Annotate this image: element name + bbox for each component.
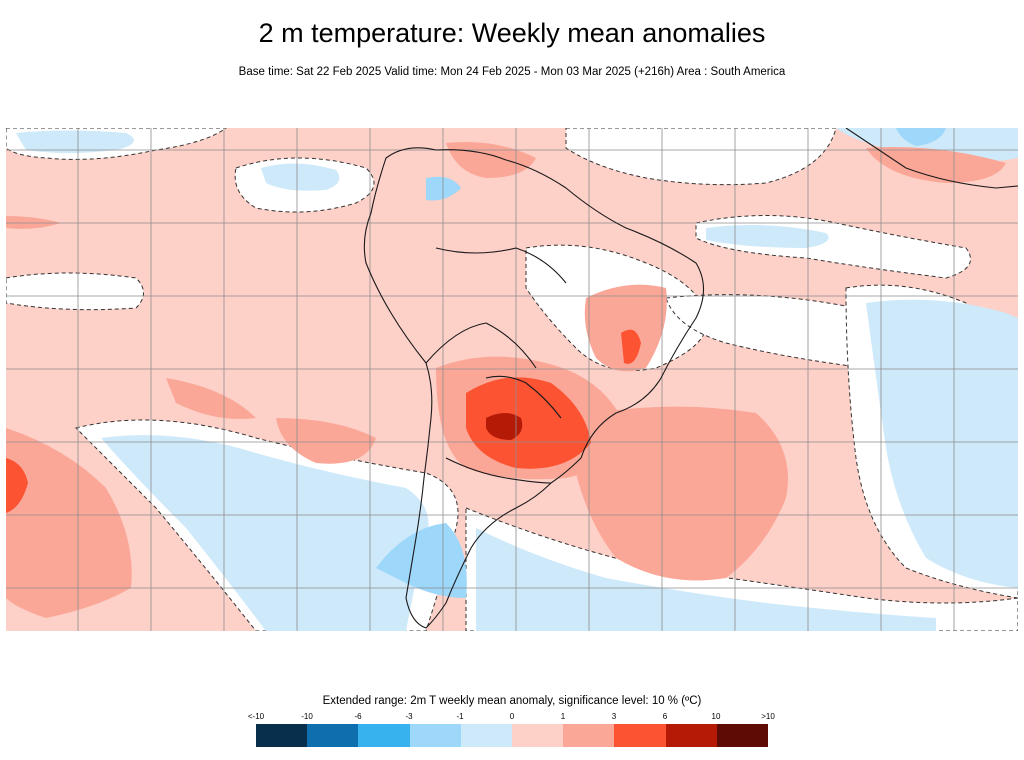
cold-zone-atlantic	[706, 224, 829, 248]
legend-label: 6	[662, 712, 668, 721]
legend-swatch	[512, 724, 564, 747]
cold-zone-ne	[836, 128, 1018, 162]
legend-swatch	[358, 724, 410, 747]
anomaly-map-svg	[6, 128, 1018, 631]
moderate-cold-zones	[376, 128, 946, 598]
legend-label: 10	[711, 712, 721, 721]
cold-spot-ne	[896, 128, 946, 146]
cold-zone-patagonia-pacific	[101, 435, 429, 631]
legend-swatch	[614, 724, 666, 747]
legend-swatch	[563, 724, 615, 747]
warm-zone-pacific-west	[6, 428, 132, 618]
legend-color-bar	[256, 724, 769, 747]
legend-label: 0	[509, 712, 515, 721]
map-title: 2 m temperature: Weekly mean anomalies	[258, 18, 766, 48]
legend-label: -3	[405, 712, 413, 721]
cold-spot-patagonia	[376, 523, 467, 598]
legend-swatch	[460, 724, 513, 747]
legend-title: Extended range: 2m T weekly mean anomaly…	[322, 695, 702, 707]
strong-warm-zones	[6, 329, 641, 513]
weak-cold-zones	[16, 128, 1018, 631]
legend-swatch	[665, 724, 717, 747]
very-strong-warm-spot	[486, 413, 523, 440]
warm-zone-south-atlantic	[566, 406, 788, 581]
strong-warm-brazil	[621, 329, 641, 364]
lat-lon-grid	[6, 128, 1018, 631]
cold-spot-venezuela	[426, 176, 461, 201]
legend-labels: <-10 -10 -6 -3 -1 0 1 3 6 10 >10	[230, 712, 794, 722]
white-zone-pacific-band	[6, 272, 144, 311]
cold-zone-southern	[476, 528, 936, 631]
warm-spot-pacific	[276, 418, 376, 464]
white-zone-north-atlantic	[565, 128, 837, 186]
warm-zone-brazil-east	[584, 284, 667, 372]
anomaly-map	[6, 128, 1018, 631]
warm-streak-west	[6, 216, 61, 229]
legend-label: -1	[456, 712, 464, 721]
cold-zone-caribbean	[261, 163, 340, 191]
legend-swatch	[307, 724, 359, 747]
legend-label: -6	[354, 712, 362, 721]
south-america-coastline	[363, 128, 1018, 629]
warm-zone-ne	[866, 147, 1006, 183]
legend-label: >10	[761, 712, 775, 721]
legend-label: 3	[611, 712, 617, 721]
legend-swatch	[716, 724, 769, 747]
strong-warm-core	[466, 377, 591, 469]
legend-label: 1	[560, 712, 566, 721]
legend-label: <-10	[247, 712, 265, 721]
border-line-3	[485, 375, 562, 419]
legend-label: -10	[301, 712, 313, 721]
border-line-1	[425, 322, 537, 369]
border-line-2	[435, 247, 567, 284]
border-line-4	[445, 457, 552, 484]
legend-swatch	[256, 724, 308, 747]
legend-swatch	[409, 724, 461, 747]
warm-streak-pacific	[166, 378, 256, 419]
map-subtitle: Base time: Sat 22 Feb 2025 Valid time: M…	[238, 66, 786, 78]
cold-zone-nw	[16, 130, 134, 153]
africa-coast	[845, 128, 1018, 189]
strong-warm-west	[6, 458, 28, 513]
cold-zone-east	[866, 299, 1018, 588]
